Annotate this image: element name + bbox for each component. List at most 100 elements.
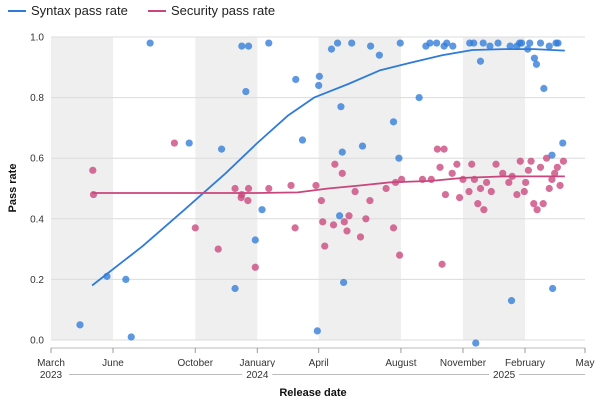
- data-point: [315, 72, 323, 80]
- data-point: [343, 227, 351, 235]
- data-point: [532, 60, 541, 68]
- data-point: [433, 145, 441, 153]
- data-point: [338, 148, 346, 156]
- data-point: [476, 184, 485, 193]
- data-point: [539, 200, 547, 208]
- data-point: [366, 197, 374, 205]
- data-point: [185, 139, 193, 147]
- trend-line-security: [92, 175, 565, 194]
- y-tick-label: 0.4: [30, 214, 44, 225]
- x-tick-label: April: [309, 358, 329, 369]
- data-point: [513, 190, 521, 199]
- year-label: 2023: [40, 370, 63, 381]
- data-point: [427, 175, 435, 184]
- y-axis-title: Pass rate: [7, 164, 19, 213]
- data-point: [536, 39, 545, 47]
- data-point: [238, 42, 246, 50]
- data-point: [453, 160, 461, 168]
- data-point: [545, 42, 553, 50]
- data-point: [331, 160, 339, 168]
- data-point: [335, 212, 344, 220]
- year-label: 2024: [246, 370, 269, 381]
- data-point: [443, 39, 451, 47]
- data-point: [506, 42, 514, 50]
- data-point: [553, 163, 561, 171]
- data-point: [465, 187, 473, 196]
- data-point: [482, 178, 491, 187]
- y-tick-label: 1.0: [30, 33, 44, 44]
- data-point: [396, 39, 404, 47]
- data-point: [486, 42, 494, 50]
- data-point: [338, 169, 346, 177]
- x-tick-label: March: [37, 358, 65, 369]
- data-point: [436, 163, 444, 171]
- data-point: [395, 251, 404, 259]
- shaded-band: [462, 37, 525, 340]
- data-point: [389, 118, 398, 126]
- data-point: [559, 139, 567, 147]
- data-point: [251, 236, 259, 244]
- data-point: [433, 39, 441, 47]
- data-point: [548, 151, 556, 159]
- data-point: [530, 54, 539, 62]
- data-point: [449, 42, 457, 50]
- y-tick-label: 0.0: [30, 336, 44, 347]
- x-tick-label: August: [385, 358, 416, 369]
- data-point: [312, 181, 320, 190]
- data-point: [366, 42, 375, 50]
- data-point: [191, 224, 199, 232]
- data-point: [358, 142, 367, 150]
- data-point: [479, 39, 487, 47]
- y-tick-label: 0.8: [30, 93, 44, 104]
- data-point: [492, 160, 500, 168]
- data-point: [559, 157, 568, 165]
- data-point: [551, 169, 559, 177]
- data-point: [317, 197, 325, 205]
- data-point: [291, 224, 299, 232]
- data-point: [238, 190, 246, 199]
- data-point: [459, 175, 467, 184]
- data-point: [448, 169, 456, 177]
- data-point: [540, 84, 548, 93]
- data-point: [389, 224, 398, 232]
- data-point: [345, 212, 353, 220]
- data-point: [292, 75, 300, 84]
- series-points-syntax: [76, 39, 567, 347]
- year-label-bg: [242, 367, 273, 381]
- data-point: [415, 94, 423, 102]
- data-point: [530, 200, 538, 208]
- data-point: [470, 39, 478, 47]
- data-point: [542, 154, 551, 162]
- data-point: [265, 184, 273, 193]
- shaded-bands: [51, 37, 525, 340]
- data-point: [499, 169, 507, 177]
- data-point: [340, 278, 348, 287]
- data-point: [474, 200, 482, 208]
- data-point: [516, 157, 524, 165]
- year-label-bg: [36, 367, 66, 381]
- data-point: [231, 184, 239, 193]
- data-point: [244, 42, 253, 50]
- data-point: [170, 139, 178, 147]
- data-point: [426, 39, 434, 47]
- year-label: 2025: [493, 370, 516, 381]
- data-point: [441, 190, 450, 199]
- x-axis-title: Release date: [279, 387, 346, 399]
- data-point: [214, 245, 222, 253]
- x-tick-label: February: [505, 358, 545, 369]
- data-point: [146, 39, 154, 47]
- shaded-band: [51, 37, 114, 340]
- data-point: [476, 57, 485, 65]
- data-point: [122, 275, 130, 283]
- legend-label-security: Security pass rate: [171, 3, 275, 18]
- data-point: [556, 181, 564, 190]
- data-point: [487, 187, 495, 196]
- data-point: [468, 160, 476, 168]
- data-point: [89, 166, 97, 174]
- data-point: [472, 339, 480, 347]
- data-point: [329, 221, 338, 229]
- data-point: [313, 327, 321, 335]
- series-layer: [76, 39, 568, 347]
